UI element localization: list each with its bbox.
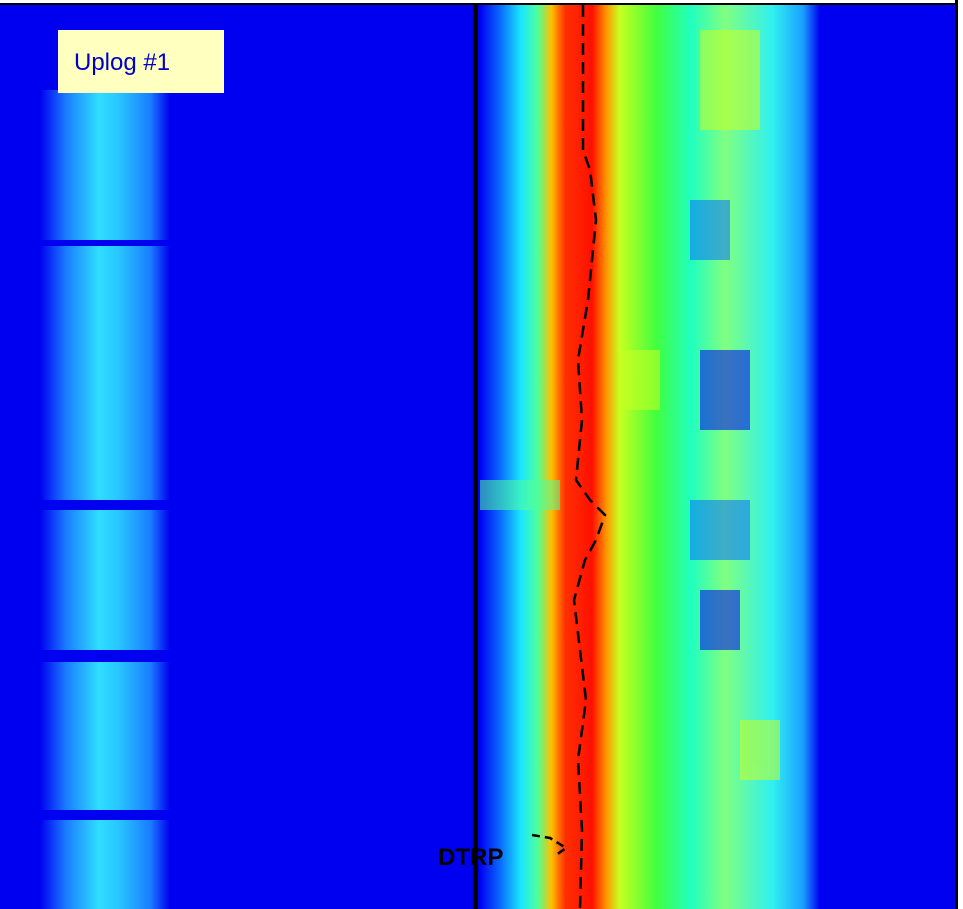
band-texture [480, 30, 780, 780]
vertical-marker-line [473, 5, 478, 909]
left-gaps [40, 240, 170, 820]
right-border [955, 0, 958, 909]
dtrp-annotation: DTRP [438, 844, 503, 871]
panel-label: Uplog #1 [74, 49, 170, 76]
dashed-trace [572, 5, 607, 909]
left-echo-band [40, 90, 170, 909]
top-border [0, 3, 958, 5]
dtrp-pointer [531, 833, 569, 857]
label-box [58, 30, 224, 93]
